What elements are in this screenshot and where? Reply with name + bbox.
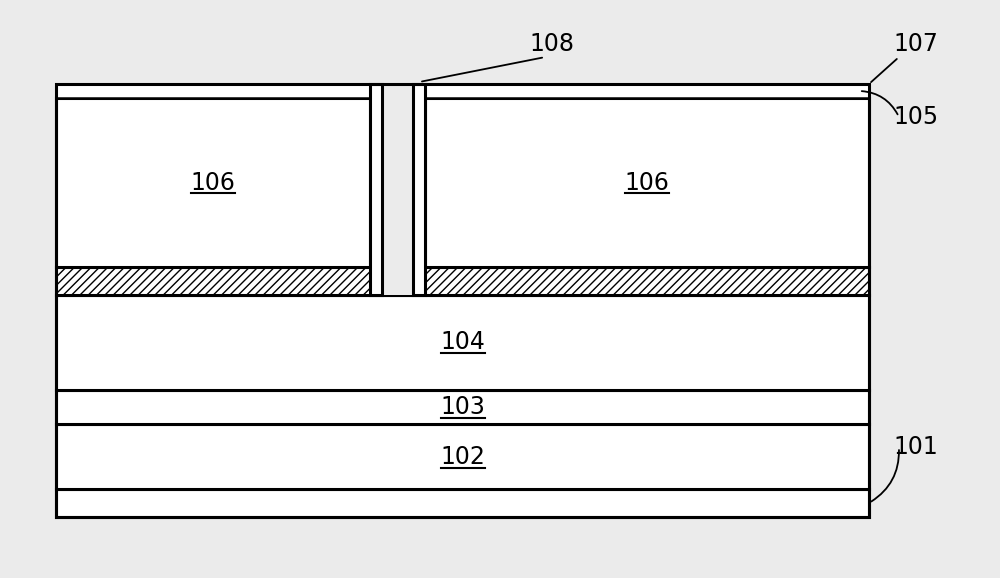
Text: 106: 106	[191, 171, 236, 195]
Text: 108: 108	[530, 32, 575, 56]
Text: 102: 102	[440, 444, 485, 469]
Bar	[425, 84, 869, 98]
Bar	[425, 98, 869, 267]
Text: 101: 101	[894, 435, 939, 460]
Bar	[56, 98, 370, 267]
Bar	[56, 424, 869, 489]
Bar	[56, 267, 869, 295]
Text: 104: 104	[440, 330, 485, 354]
Text: 103: 103	[440, 395, 485, 419]
Bar	[56, 84, 869, 517]
Bar	[382, 84, 413, 295]
Text: 105: 105	[894, 105, 939, 129]
Bar	[413, 84, 425, 295]
Bar	[56, 295, 869, 390]
Bar	[56, 390, 869, 424]
Bar	[370, 84, 382, 295]
Text: 107: 107	[894, 32, 939, 56]
Text: 106: 106	[625, 171, 670, 195]
Bar	[56, 84, 370, 98]
Bar	[56, 489, 869, 517]
